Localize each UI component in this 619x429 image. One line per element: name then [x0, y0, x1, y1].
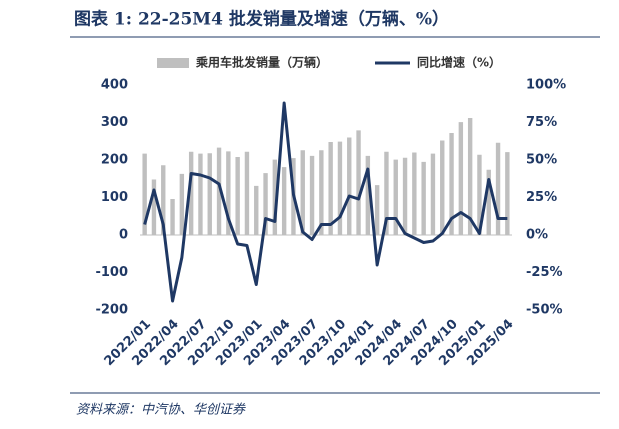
chart-title: 图表 1: 22-25M4 批发销量及增速（万辆、%）	[74, 9, 449, 30]
bar	[170, 199, 175, 235]
y-tick-label: -100	[95, 265, 128, 280]
y-tick-label: 200	[101, 153, 128, 168]
bar	[347, 137, 352, 235]
legend-label: 乘用车批发销量（万辆）	[195, 55, 328, 70]
bar	[319, 150, 324, 235]
y2-tick-label: -50%	[526, 303, 563, 318]
line	[143, 101, 508, 303]
bar	[412, 152, 417, 235]
bar	[365, 155, 371, 235]
bar	[179, 173, 185, 235]
bar	[300, 150, 305, 235]
bar	[216, 147, 222, 235]
bar	[384, 151, 389, 235]
y-tick-label: 100	[101, 190, 128, 205]
bar	[421, 161, 426, 235]
bar	[449, 133, 454, 235]
bar	[374, 185, 380, 235]
y2-tick-label: 100%	[526, 78, 566, 93]
bar	[337, 141, 343, 235]
bar	[467, 118, 473, 235]
y2-tick-label: 0%	[526, 228, 548, 243]
legend-label: 同比增速（%）	[417, 55, 501, 70]
bar	[477, 154, 482, 235]
bar	[486, 169, 491, 235]
y2-tick-label: 75%	[526, 115, 557, 130]
bar	[151, 179, 157, 235]
y-tick-label: 300	[101, 115, 128, 130]
y-tick-label: 0	[119, 228, 128, 243]
bar	[142, 153, 147, 235]
y2-tick-label: 50%	[526, 153, 557, 168]
bar	[328, 142, 333, 235]
bar	[254, 185, 259, 235]
bar	[188, 151, 194, 235]
bar	[272, 159, 278, 235]
source: 资料来源：中汽协、华创证券	[76, 403, 246, 418]
bar	[235, 157, 240, 235]
bar	[402, 157, 408, 235]
bar	[393, 159, 398, 235]
bar	[309, 155, 315, 235]
bar	[207, 153, 212, 235]
legend-swatch	[157, 58, 189, 68]
y2-tick-label: 25%	[526, 190, 557, 205]
y-tick-label: -200	[95, 303, 128, 318]
bar	[244, 151, 250, 235]
bar	[495, 142, 501, 235]
bar	[505, 152, 510, 235]
bar	[198, 153, 203, 235]
bar	[281, 167, 287, 235]
bar	[263, 173, 268, 235]
bar	[458, 122, 464, 235]
bar	[440, 140, 445, 235]
bar	[430, 153, 436, 235]
bar	[356, 130, 361, 235]
bar	[161, 165, 166, 235]
y2-tick-label: -25%	[526, 265, 563, 280]
y-tick-label: 400	[101, 78, 128, 93]
bar	[226, 151, 231, 235]
